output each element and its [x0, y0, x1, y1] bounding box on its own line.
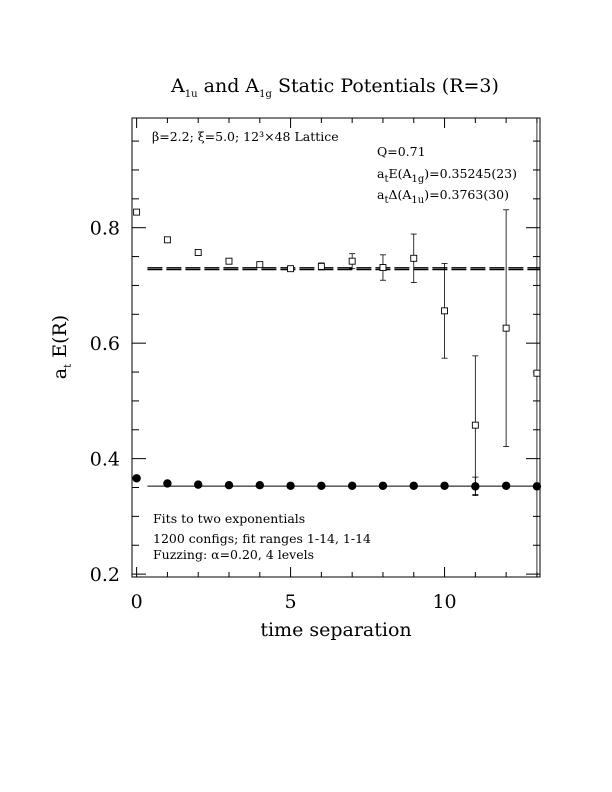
point-a1u [410, 254, 418, 262]
point-a1g [194, 480, 203, 489]
x-axis-label: time separation [260, 619, 411, 641]
point-a1g [471, 482, 480, 491]
point-a1g [255, 481, 264, 490]
point-a1u [287, 265, 295, 273]
fit-energy: atE(A1g)=0.35245(23) [377, 166, 517, 185]
plot-frame [131, 117, 541, 578]
fit-q-value: Q=0.71 [377, 144, 426, 159]
point-a1g [440, 481, 449, 490]
note-fit-type: Fits to two exponentials [153, 511, 305, 526]
point-a1g [347, 481, 357, 490]
point-a1u [348, 257, 356, 265]
point-a1u [225, 257, 233, 265]
x-tick-label: 0 [131, 591, 143, 613]
point-a1g [409, 481, 418, 490]
point-a1u [533, 369, 541, 377]
lattice-info: β=2.2; ξ=5.0; 12³×48 Lattice [152, 129, 339, 144]
point-a1u [163, 236, 171, 244]
point-a1u [502, 324, 510, 332]
fit-gap: atΔ(A1u)=0.3763(30) [377, 187, 509, 206]
point-a1g [286, 481, 295, 490]
chart-title: A1u and A1g Static Potentials (R=3) [170, 75, 499, 100]
note-fuzzing: Fuzzing: α=0.20, 4 levels [153, 547, 314, 562]
point-a1g [378, 481, 388, 490]
y-tick-label: 0.6 [90, 333, 120, 355]
point-a1u [471, 421, 479, 429]
point-a1g [532, 482, 542, 491]
point-a1g [163, 479, 172, 488]
point-a1u [256, 261, 264, 269]
point-a1g [317, 481, 326, 490]
axis-tick-labels: 0 5 10 0.2 0.4 0.6 0.8 [90, 218, 457, 613]
note-configs: 1200 configs; fit ranges 1-14, 1-14 [153, 531, 371, 546]
point-a1u [317, 262, 325, 270]
point-a1u [133, 208, 141, 216]
point-a1g [132, 474, 141, 483]
point-a1g [224, 481, 234, 490]
x-tick-label: 5 [285, 591, 297, 613]
x-tick-label: 10 [432, 591, 456, 613]
data-points [132, 208, 542, 491]
y-tick-label: 0.4 [90, 449, 120, 471]
point-a1g [501, 481, 511, 490]
axis-ticks [132, 118, 540, 577]
point-a1u [194, 249, 202, 256]
y-axis-label: at E(R) [49, 315, 74, 379]
point-a1u [379, 264, 387, 271]
y-tick-label: 0.2 [90, 564, 120, 586]
y-tick-label: 0.8 [90, 218, 120, 240]
fit-lines [147, 267, 540, 487]
point-a1u [441, 307, 448, 315]
